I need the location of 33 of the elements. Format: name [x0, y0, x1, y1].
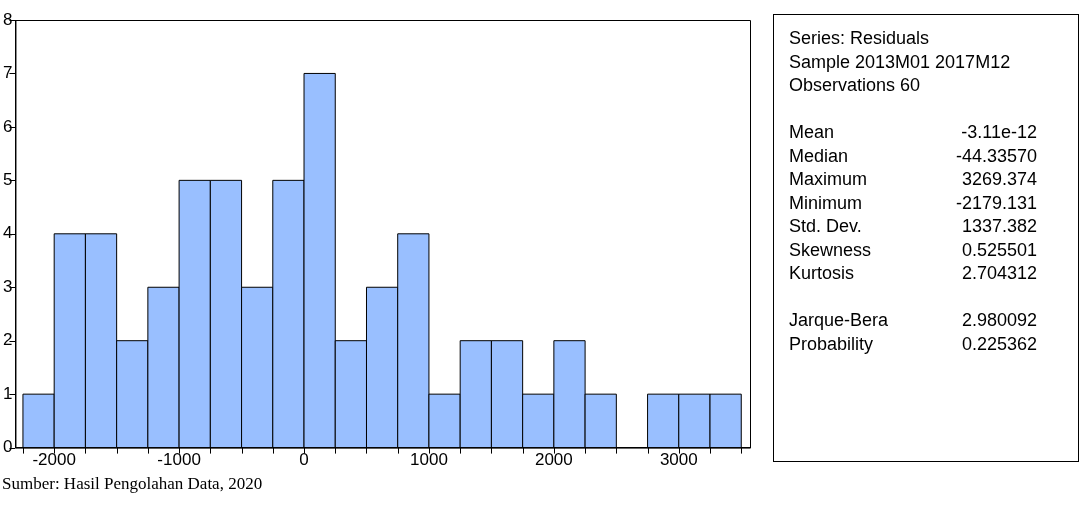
- category-label: Maximum: [789, 168, 868, 191]
- y-tick-label: 8: [2, 9, 13, 29]
- text: 2.980092: [961, 310, 1037, 330]
- text: 3269.374: [961, 169, 1037, 189]
- text: -3.11e-12: [961, 122, 1037, 142]
- x-tick-label: -2000: [32, 450, 76, 470]
- category-label: Probability: [789, 332, 875, 356]
- x-tick-label: 2000: [534, 450, 573, 470]
- text: -44.33570: [955, 145, 1037, 166]
- category-label: Std. Dev.: [789, 215, 863, 238]
- y-tick-label: 6: [2, 116, 13, 136]
- x-tick-label: 0: [299, 450, 309, 470]
- category-label: Skewness: [789, 238, 873, 262]
- text: Series: Residuals: [789, 27, 931, 50]
- category-label: Median: [789, 144, 850, 168]
- text: Observations 60: [789, 74, 922, 97]
- x-tick-label: 1000: [410, 450, 448, 470]
- category-label: Mean: [789, 121, 836, 144]
- text: 0.225362: [961, 333, 1037, 354]
- x-tick-label: 3000: [659, 450, 698, 470]
- category-label: Jarque-Bera: [789, 309, 890, 332]
- text: 1337.382: [961, 216, 1037, 236]
- text: Sumber: Hasil Pengolahan Data, 2020: [2, 474, 263, 494]
- y-tick-label: 7: [2, 63, 13, 83]
- text: 2.704312: [961, 263, 1037, 283]
- y-tick-label: 1: [2, 383, 13, 403]
- y-tick-label: 2: [2, 330, 13, 350]
- text: Sample 2013M01 2017M12: [789, 50, 1012, 74]
- category-label: Minimum: [789, 191, 863, 215]
- text: 0.525501: [961, 239, 1037, 260]
- x-tick-label: -1000: [157, 450, 201, 470]
- category-label: Kurtosis: [789, 262, 856, 285]
- text: -2179.131: [955, 192, 1037, 213]
